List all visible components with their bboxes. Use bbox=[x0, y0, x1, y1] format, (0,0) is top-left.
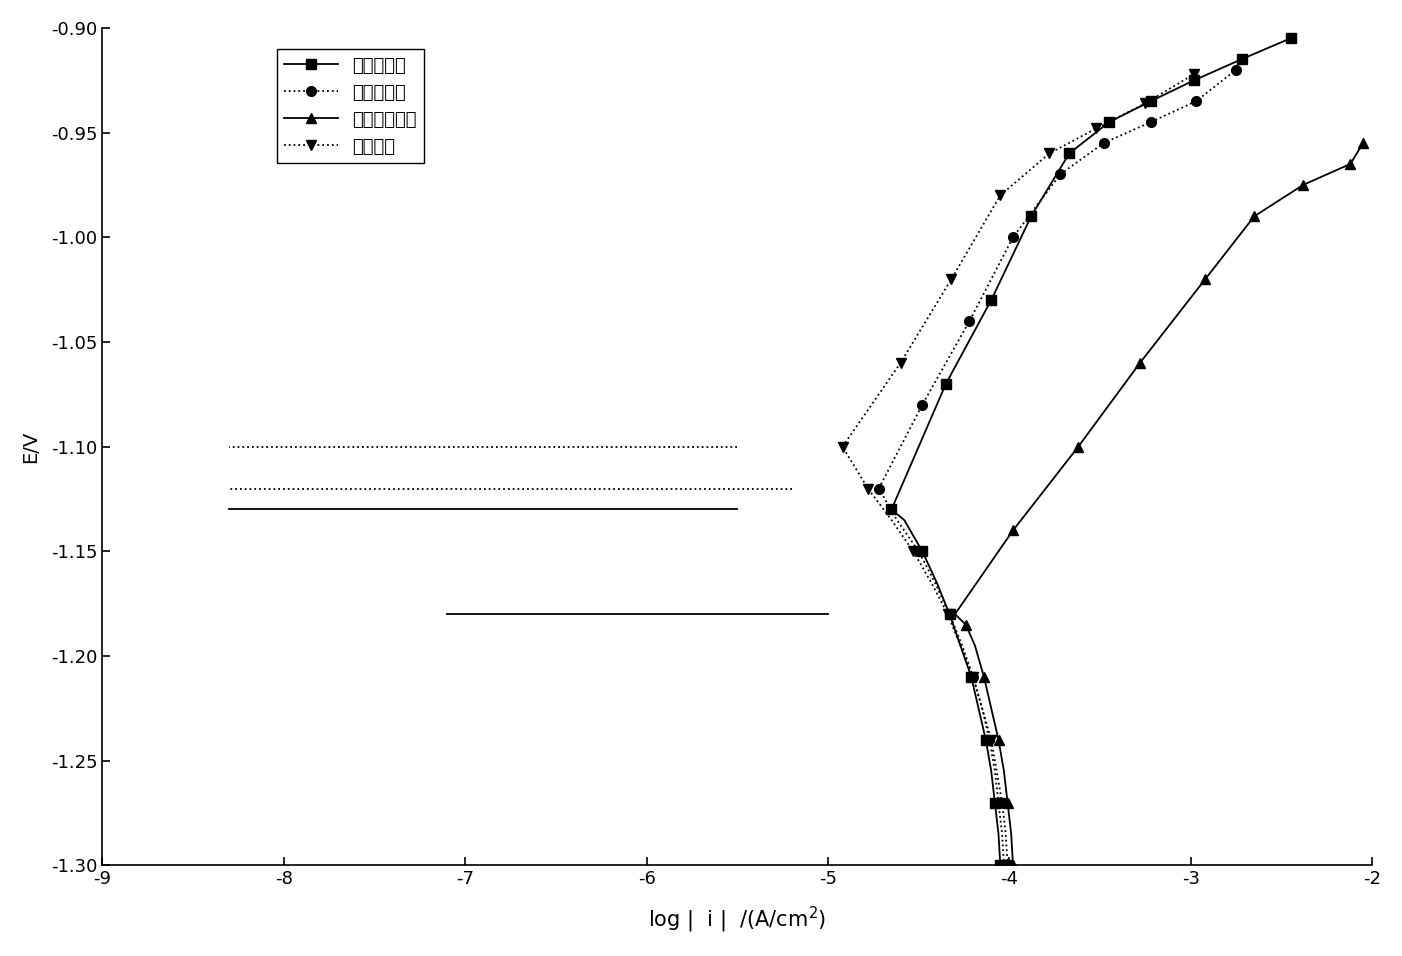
Y-axis label: E/V: E/V bbox=[21, 430, 39, 463]
X-axis label: log |  i |  /(A/cm$^2$): log | i | /(A/cm$^2$) bbox=[648, 905, 826, 935]
Legend: 铬酸盐钝化, 锰酸盐钝化, 未钝化镀锌板, 钛盐钝化: 铬酸盐钝化, 锰酸盐钝化, 未钝化镀锌板, 钛盐钝化 bbox=[276, 50, 423, 163]
